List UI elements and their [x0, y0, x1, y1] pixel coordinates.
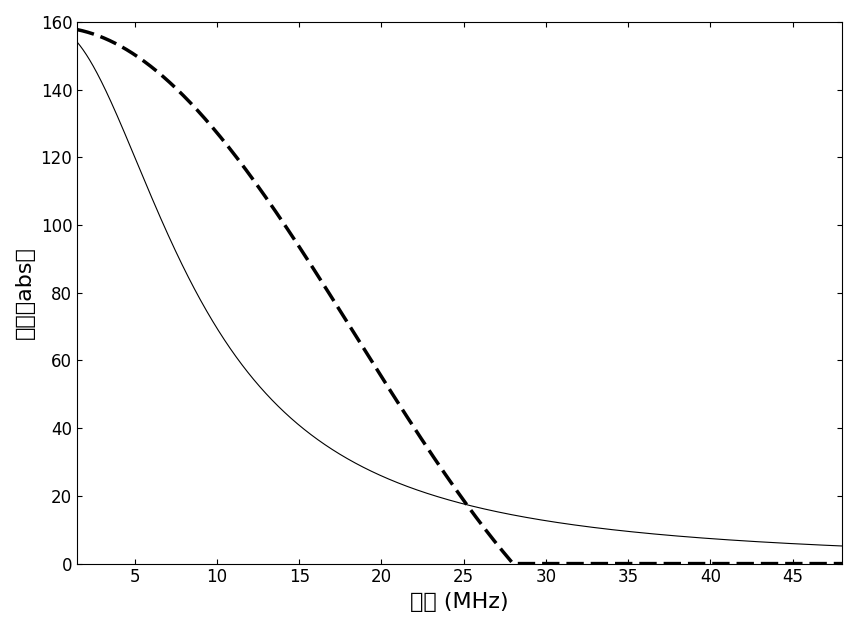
- Y-axis label: 幅度（abs）: 幅度（abs）: [15, 246, 35, 339]
- X-axis label: 频率 (MHz): 频率 (MHz): [411, 592, 509, 612]
